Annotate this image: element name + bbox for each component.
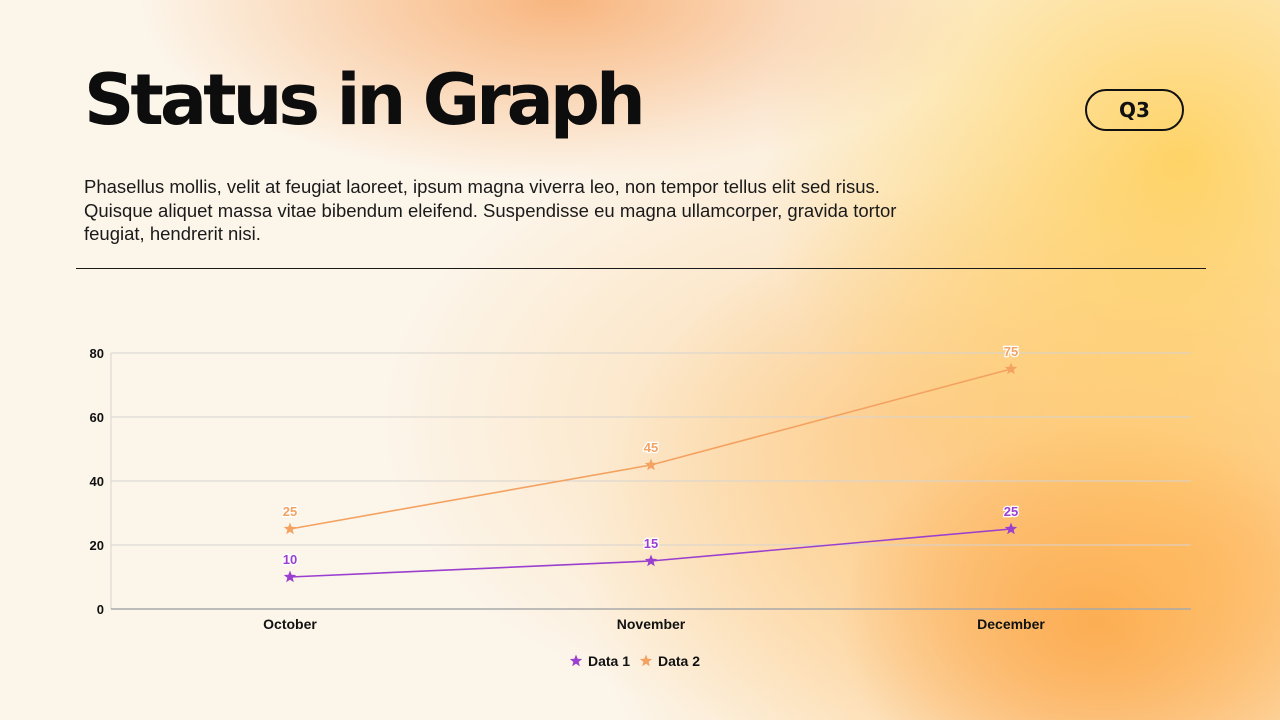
chart-axes: 0 20 40 60 80 October November December — [90, 346, 1191, 632]
x-tick-label: October — [263, 616, 317, 632]
data-label: 10 — [283, 552, 297, 567]
y-tick-label: 40 — [90, 474, 104, 489]
data-label: 25 — [1004, 504, 1018, 519]
quarter-badge: Q3 — [1085, 89, 1184, 131]
header-divider — [76, 268, 1206, 269]
y-tick-label: 60 — [90, 410, 104, 425]
data-label: 25 — [283, 504, 297, 519]
data-point-star-1 — [283, 570, 297, 583]
slide-title: Status in Graph — [84, 59, 646, 141]
data-point-star-1 — [1004, 522, 1018, 535]
legend-label: Data 2 — [658, 653, 700, 669]
legend-star-icon — [569, 654, 583, 667]
data-label: 15 — [644, 536, 658, 551]
data-label: 75 — [1004, 344, 1018, 359]
y-tick-label: 20 — [90, 538, 104, 553]
legend-star-icon — [639, 654, 653, 667]
slide-body-text: Phasellus mollis, velit at feugiat laore… — [84, 176, 897, 244]
data-point-star-2 — [283, 522, 297, 535]
chart-grid — [111, 352, 1191, 546]
quarter-badge-label: Q3 — [1119, 98, 1150, 122]
x-tick-label: December — [977, 616, 1045, 632]
chart-legend: Data 1 Data 2 — [569, 653, 700, 669]
chart-data-labels: 10 15 25 25 45 75 — [282, 343, 1020, 569]
legend-label: Data 1 — [588, 653, 630, 669]
y-tick-label: 80 — [90, 346, 104, 361]
data-point-star-2 — [644, 458, 658, 471]
x-tick-label: November — [617, 616, 686, 632]
data-point-star-1 — [644, 554, 658, 567]
data-point-star-2 — [1004, 362, 1018, 375]
chart-series — [283, 362, 1018, 583]
data-label: 45 — [644, 440, 658, 455]
y-tick-label: 0 — [97, 602, 104, 617]
